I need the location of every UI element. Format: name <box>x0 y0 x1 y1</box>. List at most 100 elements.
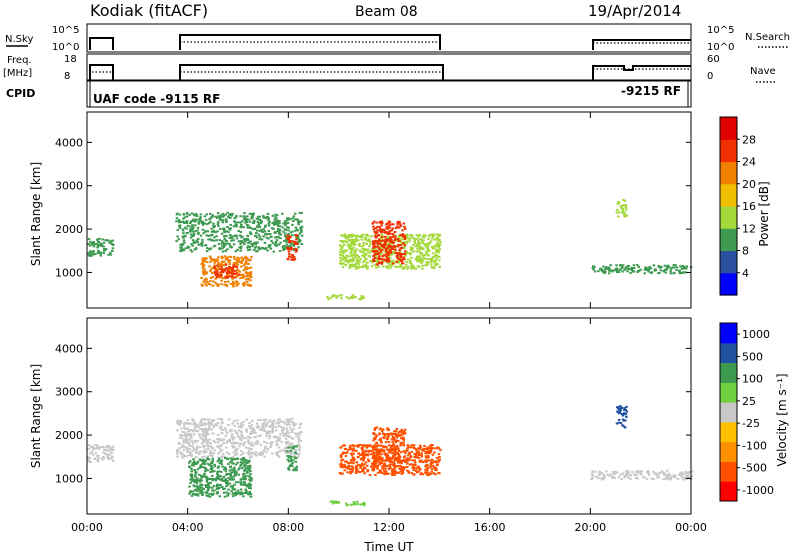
power-cell <box>383 231 387 234</box>
power-cell <box>405 234 409 237</box>
velocity-cell <box>261 425 265 428</box>
power-cell <box>209 212 212 215</box>
power-cell <box>679 265 682 268</box>
velocity-cell <box>373 459 376 462</box>
velocity-cell <box>356 500 359 503</box>
velocity-cell <box>95 444 99 447</box>
velocity-cell <box>380 462 384 465</box>
power-cell <box>607 272 611 275</box>
power-cell <box>223 230 226 233</box>
velocity-cell <box>665 475 669 478</box>
power-cell <box>208 265 211 268</box>
velocity-cell <box>222 475 226 478</box>
velocity-cell <box>375 454 379 457</box>
power-cell <box>403 238 407 240</box>
power-cell <box>381 221 384 224</box>
power-cell <box>414 245 418 248</box>
velocity-cell <box>292 447 295 450</box>
velocity-cell <box>360 465 363 468</box>
power-cell <box>377 233 380 236</box>
velocity-cell <box>297 436 300 439</box>
power-cell <box>428 242 431 244</box>
power-cell <box>214 258 217 261</box>
nave-tick-top: 60 <box>707 54 720 65</box>
velocity-cell <box>650 477 653 480</box>
velocity-cell <box>361 503 364 505</box>
velocity-cell <box>240 493 244 495</box>
power-cell <box>378 226 382 229</box>
velocity-cell <box>208 428 211 431</box>
power-cell <box>211 214 214 217</box>
power-cell <box>197 221 200 224</box>
power-cell <box>373 248 377 251</box>
velocity-cell <box>93 457 96 460</box>
velocity-cell <box>221 421 224 424</box>
power-cell <box>204 282 207 285</box>
velocity-cell <box>620 478 623 481</box>
power-cell <box>232 225 236 228</box>
power-cell <box>235 266 239 269</box>
velocity-cell <box>393 465 397 468</box>
velocity-cell <box>217 470 220 473</box>
velocity-cell <box>385 458 388 461</box>
power-cell <box>189 236 193 239</box>
power-cell <box>394 265 397 268</box>
velocity-cell <box>191 450 194 453</box>
velocity-cell <box>224 429 228 432</box>
power-cell <box>228 214 231 217</box>
velocity-cell <box>215 424 219 427</box>
velocity-cell <box>282 429 285 431</box>
velocity-cell <box>292 423 296 426</box>
power-cell <box>389 236 392 239</box>
velocity-cell <box>618 407 621 410</box>
velocity-cell <box>402 459 406 462</box>
velocity-cell <box>211 420 214 423</box>
power-cell <box>291 234 294 237</box>
velocity-cell <box>624 419 627 422</box>
power-cell <box>408 240 411 243</box>
velocity-cell <box>415 456 419 459</box>
power-y-label: Slant Range [km] <box>29 162 43 266</box>
velocity-cell <box>354 472 358 474</box>
power-cell <box>273 243 277 246</box>
velocity-cell <box>426 450 430 453</box>
power-cell <box>381 265 385 268</box>
power-cell <box>403 245 407 248</box>
velocity-cell <box>194 480 198 483</box>
power-cell <box>203 259 206 261</box>
power-cell <box>300 234 304 237</box>
velocity-cell <box>176 421 179 424</box>
velocity-cell <box>245 474 248 477</box>
velocity-cell <box>193 469 196 471</box>
velocity-cell <box>284 450 287 452</box>
velocity-cell <box>217 457 221 460</box>
velocity-cell <box>365 444 369 447</box>
power-cell <box>378 242 381 245</box>
power-cell <box>631 270 635 273</box>
power-cell <box>383 228 386 231</box>
power-cell <box>209 234 212 237</box>
power-cell <box>378 228 382 231</box>
velocity-cell <box>232 488 235 491</box>
velocity-cell <box>294 451 297 454</box>
power-cell <box>216 285 220 287</box>
velocity-plot-area <box>87 318 691 514</box>
power-cell <box>437 238 441 241</box>
power-cell <box>385 258 389 261</box>
velocity-cell <box>247 468 251 471</box>
velocity-cell <box>182 441 186 444</box>
velocity-cell <box>257 419 260 421</box>
velocity-cell <box>406 454 410 457</box>
velocity-cell <box>625 470 628 473</box>
power-cell <box>102 252 105 254</box>
power-colorbar-swatch <box>720 250 737 274</box>
power-x-axis <box>86 112 692 308</box>
power-cell <box>386 243 389 246</box>
power-cell <box>204 271 208 273</box>
power-cell <box>420 252 423 254</box>
velocity-cell <box>293 454 296 457</box>
power-cell <box>295 248 298 251</box>
power-cell <box>235 280 238 283</box>
power-cell <box>357 265 361 268</box>
